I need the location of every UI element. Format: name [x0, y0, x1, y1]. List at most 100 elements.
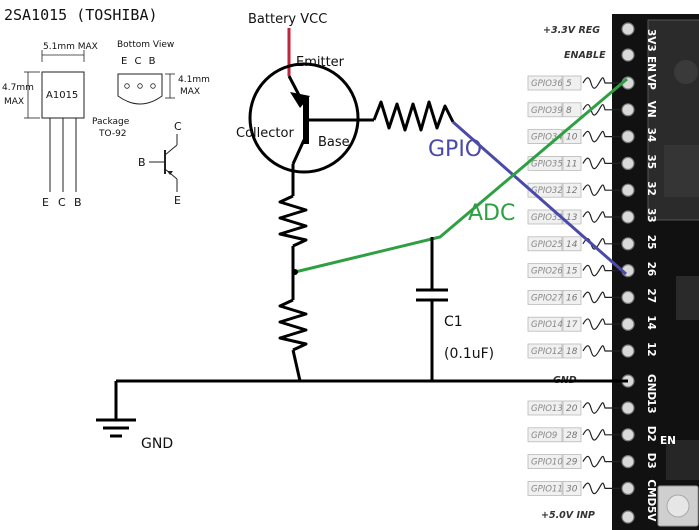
header-pin[interactable] — [621, 290, 635, 304]
pin-connector-squiggle — [582, 264, 620, 277]
pin-name: GPIO12 — [531, 347, 563, 357]
pin-silk-label: 13 — [645, 399, 657, 414]
pin-name: GPIO25 — [531, 240, 563, 250]
pin-connector-squiggle — [582, 184, 620, 197]
gnd-label: GND — [141, 436, 173, 452]
symbol-base-label: B — [138, 156, 146, 169]
board-pin-row: GPIO39 8 VN — [527, 101, 657, 118]
pin-name: GPIO33 — [531, 213, 563, 223]
pin-connector-squiggle — [582, 345, 620, 357]
pin-name: GPIO26 — [531, 267, 563, 277]
pin-number: 20 — [566, 404, 578, 414]
lower-resistor — [278, 298, 308, 352]
emitter-label: Emitter — [296, 55, 345, 70]
header-pin[interactable] — [621, 455, 635, 469]
board-pin-row: GPIO27 16 27 — [527, 288, 657, 305]
header-pin-en[interactable] — [621, 48, 635, 62]
header-pin-5v[interactable] — [621, 510, 635, 524]
pin-name: GPIO13 — [531, 404, 563, 414]
pin-name-box — [527, 400, 563, 416]
pin-name: GPIO14 — [531, 320, 563, 330]
pin-name: GPIO35 — [531, 159, 563, 169]
pin-connector-squiggle — [582, 130, 620, 143]
bottom-view-label: Bottom View — [117, 40, 174, 50]
adc-wire — [294, 77, 628, 274]
pin-silk-label: 12 — [645, 342, 657, 357]
board-module-chip — [664, 145, 699, 197]
header-pin[interactable] — [621, 401, 635, 415]
header-pin[interactable] — [621, 103, 635, 117]
pin-name: GPIO36 — [531, 79, 563, 89]
pin-name-box — [527, 480, 563, 496]
header-pin[interactable] — [621, 130, 635, 144]
width-dim-text: 5.1mm MAX — [43, 42, 98, 52]
base-label: Base — [318, 135, 350, 150]
gpio-wire — [452, 120, 627, 276]
height-dim-text: 4.7mm — [2, 83, 34, 93]
lead-label-c: C — [58, 196, 66, 209]
pin-name-box — [527, 427, 563, 443]
en-button-cap[interactable] — [666, 494, 690, 518]
header-pin[interactable] — [621, 428, 635, 442]
pin-silk-label: 35 — [645, 154, 657, 169]
pin-name: GPIO39 — [531, 106, 563, 116]
symbol-emitter-arrow — [167, 171, 173, 175]
pin-number-box — [562, 75, 582, 91]
cap-name: C1 — [444, 314, 463, 330]
pin-number-box — [562, 263, 582, 279]
pin-name: GPIO10 — [531, 458, 563, 468]
board-enable-label: ENABLE — [564, 50, 606, 61]
pin-silk-label: 25 — [645, 235, 657, 250]
board-pin-row: GPIO32 12 32 — [527, 181, 657, 198]
header-pin[interactable] — [621, 481, 635, 495]
collector-label: Collector — [236, 126, 294, 141]
pin-number: 15 — [566, 267, 578, 277]
pin-name-box — [527, 263, 563, 279]
header-pin-3v3[interactable] — [621, 22, 635, 36]
silk-5v: 5V — [645, 506, 657, 522]
pin-number: 30 — [566, 484, 578, 494]
pin-number-box — [562, 102, 582, 118]
pin-number: 10 — [566, 133, 578, 143]
pin-silk-label: VN — [645, 101, 657, 118]
pin-silk-label: CMD — [645, 479, 657, 506]
depth-dim-max: MAX — [180, 87, 200, 97]
header-pin[interactable] — [621, 183, 635, 197]
battery-vcc-label: Battery VCC — [248, 12, 327, 27]
adc-label: ADC — [468, 201, 515, 226]
pin-number: 28 — [566, 431, 578, 441]
pin-silk-label: 27 — [645, 288, 657, 303]
pin-silk-label: 33 — [645, 208, 657, 223]
header-pin[interactable] — [621, 210, 635, 224]
board-regulator — [666, 440, 699, 480]
bottom-view-pin-e — [124, 83, 130, 89]
header-pin[interactable] — [621, 237, 635, 251]
pin-number-box — [562, 316, 582, 332]
pin-silk-label: VP — [645, 74, 657, 90]
cap-value: (0.1uF) — [444, 346, 494, 362]
pin-number-box — [562, 400, 582, 416]
part-label: A1015 — [46, 90, 78, 101]
pin-number-box — [562, 155, 582, 171]
pin-number: 11 — [566, 159, 577, 169]
bottom-view-outline — [117, 73, 163, 105]
height-dim-max: MAX — [4, 97, 24, 107]
board-component — [676, 276, 699, 320]
silk-en: EN — [645, 56, 657, 72]
pin-connector-squiggle — [582, 455, 620, 468]
header-pin[interactable] — [621, 344, 635, 358]
pin-connector-squiggle — [582, 402, 620, 414]
package-type: TO-92 — [98, 129, 127, 139]
pin-name-box — [527, 289, 563, 305]
pin-connector-squiggle — [582, 77, 620, 89]
en-button-label: EN — [660, 435, 676, 447]
board-module-logo — [674, 60, 698, 84]
board-pin-row: GPIO33 13 33 — [527, 208, 657, 225]
pin-connector-squiggle — [582, 103, 620, 116]
pin-connector-squiggle — [582, 211, 620, 223]
header-pin[interactable] — [621, 156, 635, 170]
board-pin-row: GPIO25 14 25 — [527, 235, 657, 252]
header-pin[interactable] — [621, 317, 635, 331]
